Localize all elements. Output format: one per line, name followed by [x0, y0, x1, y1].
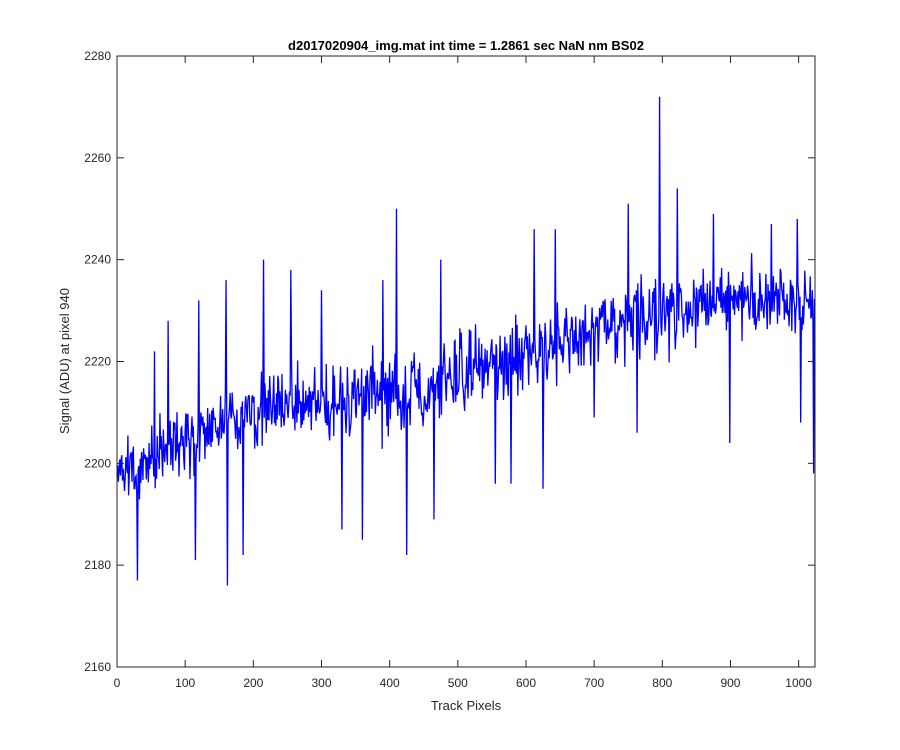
- x-tick-label: 1000: [785, 676, 812, 690]
- y-axis-label: Signal (ADU) at pixel 940: [57, 288, 72, 434]
- x-tick-label: 500: [448, 676, 468, 690]
- y-tick-label: 2160: [84, 660, 111, 674]
- y-tick-label: 2220: [84, 355, 111, 369]
- x-tick-label: 700: [584, 676, 604, 690]
- y-tick-label: 2280: [84, 49, 111, 63]
- y-tick-label: 2260: [84, 151, 111, 165]
- plot-frame: [116, 55, 816, 668]
- x-tick-label: 600: [516, 676, 536, 690]
- x-tick-label: 0: [114, 676, 121, 690]
- tick-marks: [116, 55, 815, 668]
- y-tick-label: 2240: [84, 253, 111, 267]
- x-tick-label: 900: [720, 676, 740, 690]
- y-tick-label: 2180: [84, 558, 111, 572]
- chart-title: d2017020904_img.mat int time = 1.2861 se…: [288, 38, 644, 53]
- tick-labels: 0 100 200 300 400 500 600 700 800 900 1000 2160 2180…: [84, 49, 812, 690]
- y-tick-label: 2200: [84, 456, 111, 470]
- x-tick-label: 400: [380, 676, 400, 690]
- x-tick-label: 100: [175, 676, 195, 690]
- x-tick-label: 200: [243, 676, 263, 690]
- series-line: [116, 96, 816, 586]
- x-axis-label: Track Pixels: [431, 698, 502, 713]
- x-tick-label: 800: [652, 676, 672, 690]
- x-tick-label: 300: [311, 676, 331, 690]
